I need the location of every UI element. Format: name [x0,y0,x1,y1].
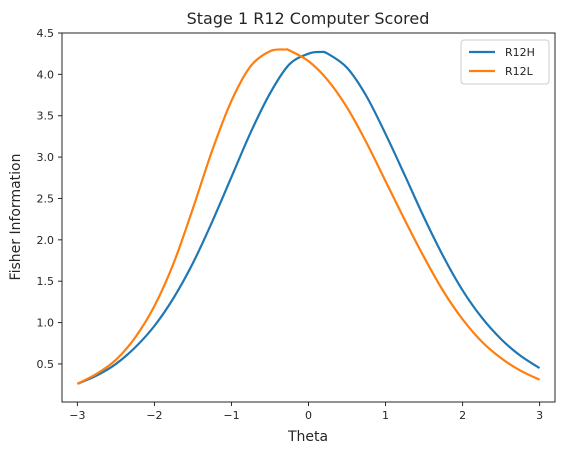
x-axis-label: Theta [287,429,328,445]
legend-label-r12l: R12L [505,65,534,78]
series-lines [76,48,541,385]
series-line-r12l [76,48,541,385]
chart-title: Stage 1 R12 Computer Scored [187,9,430,28]
y-tick-label: 4.0 [37,68,55,81]
legend: R12H R12L [460,39,550,85]
x-tick-label: 1 [382,409,389,422]
y-tick-label: 0.5 [37,358,55,371]
x-tick-label: −2 [146,409,162,422]
y-axis: 0.5 1.0 1.5 2.0 2.5 3.0 3.5 4.0 4.5 [37,27,62,371]
x-axis: −3 −2 −1 0 1 2 3 [69,402,543,422]
y-tick-label: 3.5 [37,110,55,123]
x-tick-label: 3 [536,409,543,422]
y-axis-label: Fisher Information [8,154,24,281]
x-tick-label: −1 [223,409,239,422]
legend-label-r12h: R12H [505,46,535,59]
y-tick-label: 3.0 [37,151,55,164]
x-tick-label: −3 [69,409,85,422]
x-tick-label: 2 [459,409,466,422]
x-tick-label: 0 [305,409,312,422]
y-tick-label: 1.5 [37,275,55,288]
y-tick-label: 1.0 [37,317,55,330]
series-line-r12h [76,50,541,385]
y-tick-label: 2.0 [37,234,55,247]
y-tick-label: 2.5 [37,192,55,205]
y-tick-label: 4.5 [37,27,55,40]
